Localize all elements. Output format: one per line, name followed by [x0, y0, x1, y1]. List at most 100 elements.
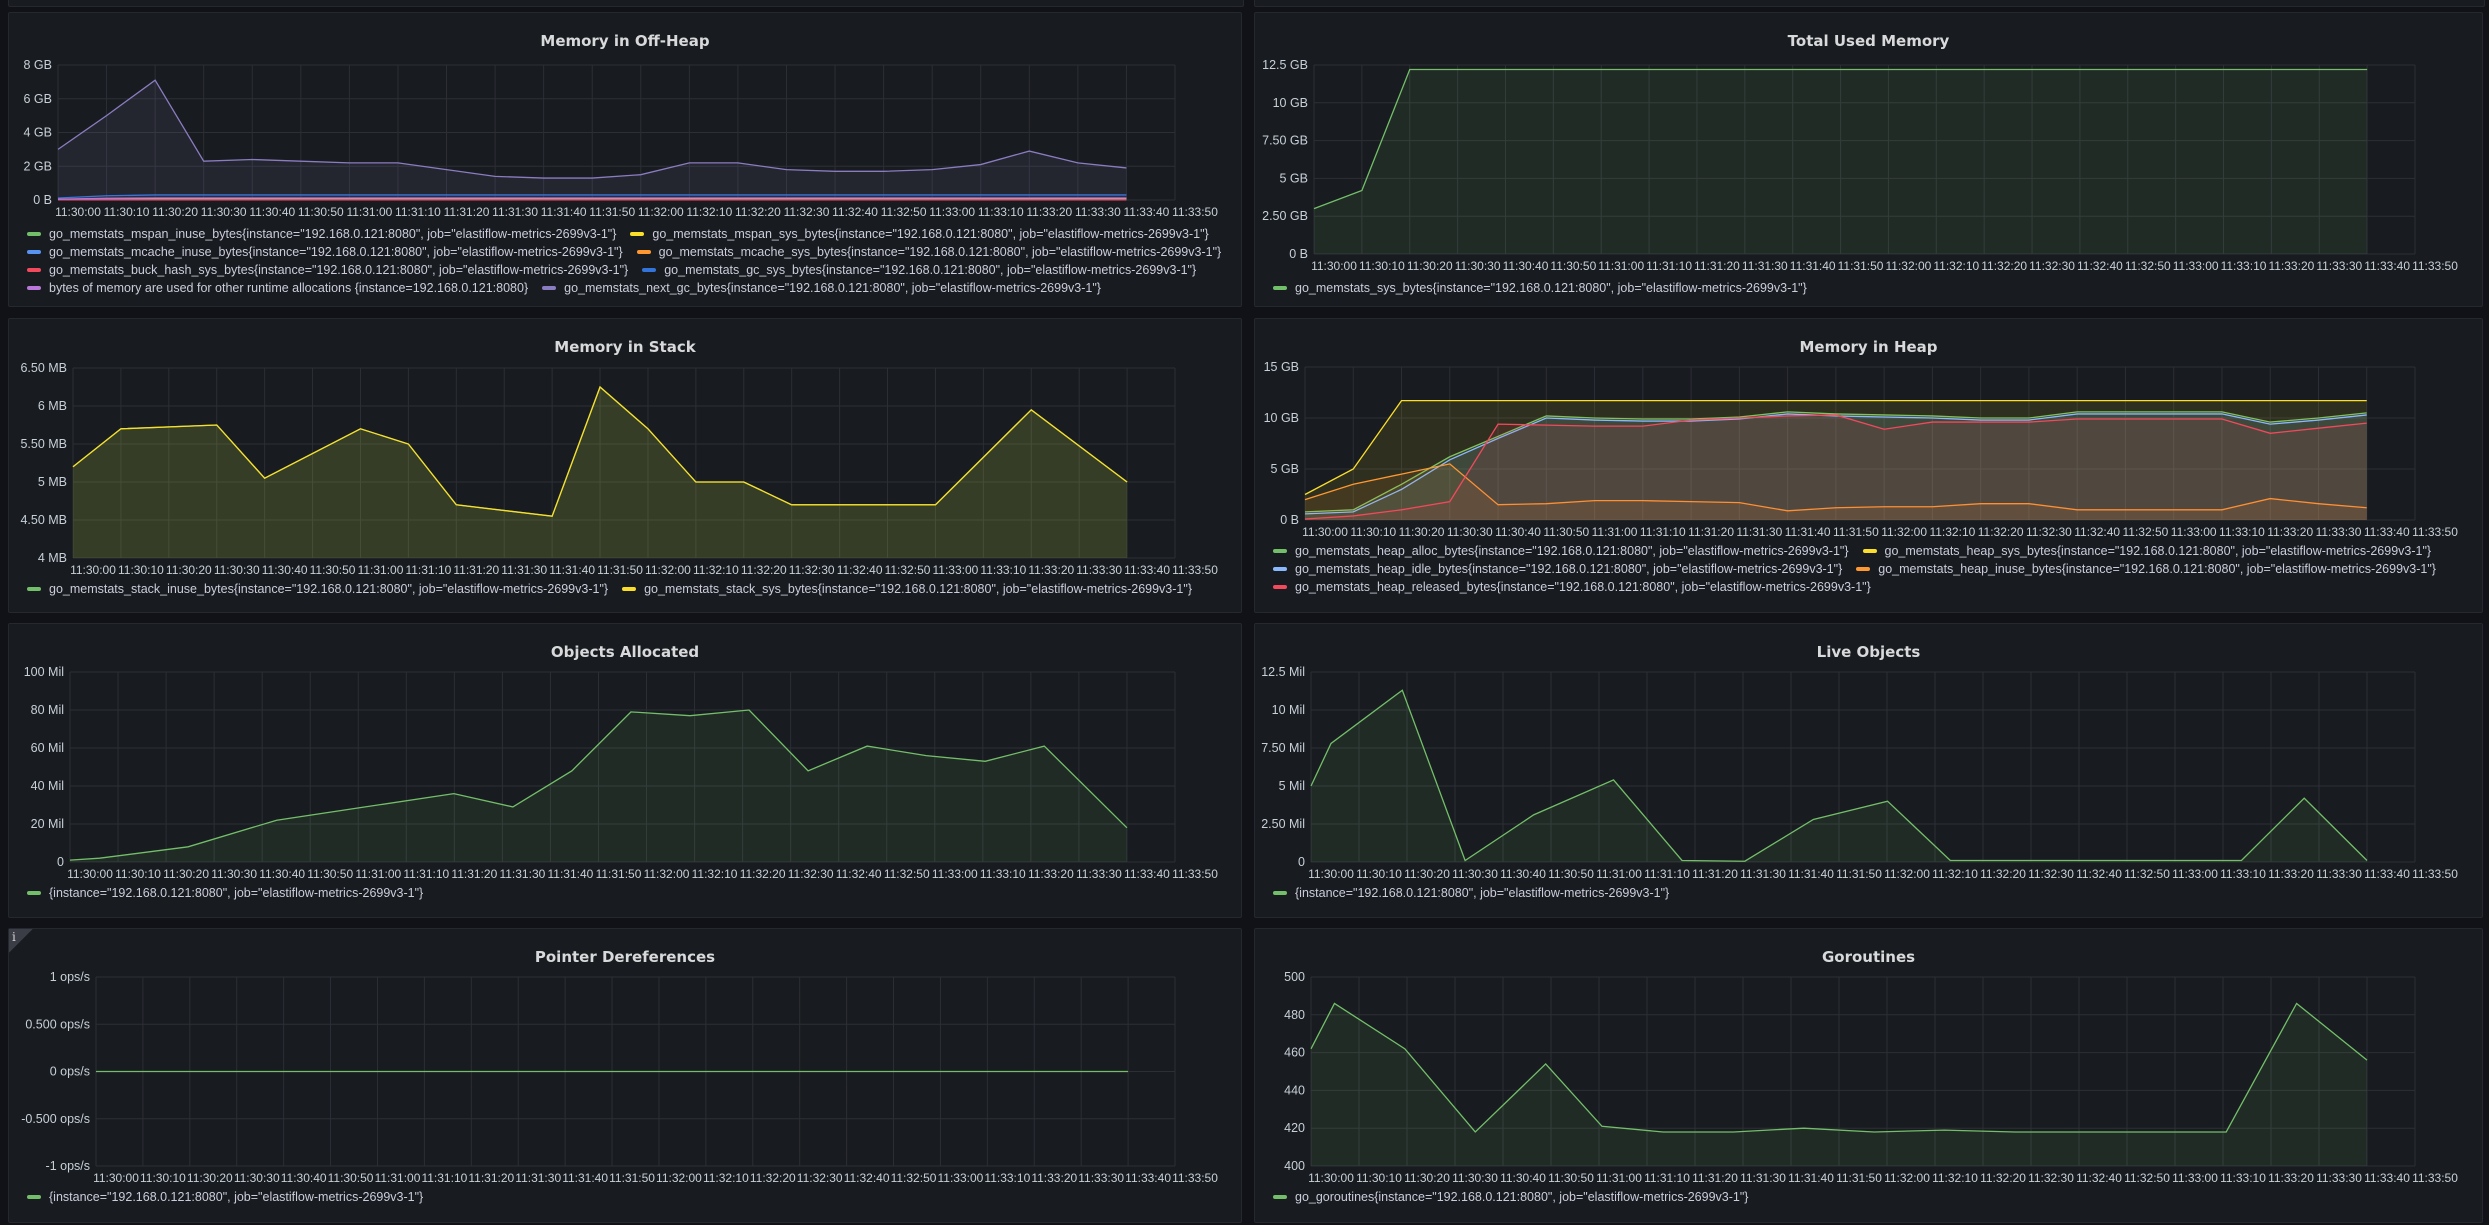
legend-item[interactable]: go_memstats_mspan_inuse_bytes{instance="… [27, 227, 616, 241]
info-icon[interactable]: i [9, 929, 33, 953]
panel-title[interactable]: Memory in Off-Heap [540, 32, 710, 50]
chart-heap[interactable]: 0 B 5 GB 10 GB 15 GB 11:30:00 11:30:10 11:30:2… [1255, 319, 2484, 614]
legend-item[interactable]: go_memstats_gc_sys_bytes{instance="192.1… [642, 263, 1196, 277]
x-tick-label: 11:30:10 [118, 563, 164, 577]
x-tick-label: 11:32:10 [693, 563, 739, 577]
y-tick-label: 7.50 Mil [1261, 741, 1305, 755]
legend-row: go_memstats_heap_alloc_bytes{instance="1… [1273, 542, 2474, 560]
x-tick-label: 11:30:10 [104, 205, 150, 219]
panel-title[interactable]: Total Used Memory [1787, 32, 1950, 50]
y-tick-label: 4 MB [38, 551, 67, 565]
chart-totalused[interactable]: 0 B 2.50 GB 5 GB 7.50 GB 10 GB 12.5 GB 11:30:0… [1255, 13, 2484, 308]
x-tick-label: 11:33:10 [984, 1171, 1030, 1185]
series-line[interactable] [1304, 411, 2367, 513]
x-tick-label: 11:31:30 [1740, 867, 1786, 881]
panel-offheap[interactable]: Memory in Off-Heap 0 B 2 GB 4 GB 6 GB 8 GB 11:… [8, 12, 1242, 307]
x-tick-label: 11:30:00 [70, 563, 116, 577]
x-tick-label: 11:32:10 [1933, 259, 1979, 273]
x-tick-label: 11:32:30 [2026, 525, 2072, 539]
x-tick-label: 11:30:40 [262, 563, 308, 577]
panel-live[interactable]: Live Objects 0 2.50 Mil 5 Mil 7.50 Mil 10 Mil… [1254, 623, 2483, 918]
chart-objects[interactable]: 0 20 Mil 40 Mil 60 Mil 80 Mil 100 Mil 11:30:00… [9, 624, 1243, 919]
x-tick-label: 11:30:50 [307, 867, 353, 881]
legend-item[interactable]: go_memstats_mcache_inuse_bytes{instance=… [27, 245, 623, 259]
x-tick-label: 11:30:30 [214, 563, 260, 577]
legend-item[interactable]: go_memstats_heap_released_bytes{instance… [1273, 580, 1871, 594]
x-tick-label: 11:30:40 [281, 1171, 327, 1185]
panel-title[interactable]: Goroutines [1821, 948, 1916, 966]
legend-item[interactable]: {instance="192.168.0.121:8080", job="ela… [1273, 886, 1669, 900]
series-line[interactable] [72, 385, 1128, 517]
legend-item[interactable]: go_memstats_heap_inuse_bytes{instance="1… [1856, 562, 2436, 576]
legend-item[interactable]: go_memstats_stack_sys_bytes{instance="19… [622, 582, 1192, 596]
y-tick-label: 10 GB [1264, 411, 1299, 425]
legend-item[interactable]: go_memstats_next_gc_bytes{instance="192.… [542, 281, 1101, 295]
legend-item[interactable]: go_memstats_heap_idle_bytes{instance="19… [1273, 562, 1842, 576]
x-tick-label: 11:32:10 [692, 867, 738, 881]
legend-item[interactable]: go_goroutines{instance="192.168.0.121:80… [1273, 1190, 1748, 1204]
legend-label: go_memstats_mspan_sys_bytes{instance="19… [652, 227, 1209, 241]
x-tick-label: 11:32:40 [836, 867, 882, 881]
series-line[interactable] [57, 79, 1127, 179]
series-line[interactable] [57, 198, 1127, 201]
legend-item[interactable]: go_memstats_mspan_sys_bytes{instance="19… [630, 227, 1209, 241]
x-tick-label: 11:32:50 [2123, 525, 2169, 539]
x-tick-label: 11:31:20 [444, 205, 490, 219]
panel-edge-left [8, 0, 1244, 7]
legend-row: bytes of memory are used for other runti… [27, 279, 1233, 297]
series-line[interactable] [57, 197, 1127, 200]
x-tick-label: 11:32:50 [885, 563, 931, 577]
series-line[interactable] [1313, 68, 2368, 210]
chart-pointer[interactable]: -1 ops/s -0.500 ops/s 0 ops/s 0.500 ops/s 1 … [9, 929, 1243, 1224]
series-line[interactable] [1310, 689, 2368, 862]
panel-pointer[interactable]: i Pointer Dereferences -1 ops/s -0.500 ops/… [8, 928, 1242, 1223]
series-line[interactable] [1310, 1002, 2368, 1133]
x-tick-label: 11:31:30 [499, 867, 545, 881]
x-tick-label: 11:33:50 [2412, 867, 2458, 881]
panel-title[interactable]: Pointer Dereferences [534, 948, 716, 966]
panel-totalused[interactable]: Total Used Memory 0 B 2.50 GB 5 GB 7.50 GB 10… [1254, 12, 2483, 307]
x-tick-label: 11:33:00 [2171, 525, 2217, 539]
series-line[interactable] [69, 709, 1128, 861]
series-line[interactable] [57, 194, 1127, 199]
x-tick-label: 11:32:50 [891, 1171, 937, 1185]
legend-item[interactable]: go_memstats_mcache_sys_bytes{instance="1… [636, 245, 1221, 259]
series-line[interactable] [1304, 413, 2367, 515]
legend-item[interactable]: go_memstats_heap_sys_bytes{instance="192… [1862, 544, 2431, 558]
x-tick-label: 11:32:40 [832, 205, 878, 219]
panel-title[interactable]: Memory in Heap [1799, 338, 1938, 356]
legend-item[interactable]: {instance="192.168.0.121:8080", job="ela… [27, 1190, 423, 1204]
series-line[interactable] [1304, 463, 2367, 512]
top-panel-edges [0, 0, 2489, 8]
series-line[interactable] [1304, 414, 2367, 520]
legend-row: {instance="192.168.0.121:8080", job="ela… [27, 884, 1233, 902]
legend-item[interactable]: go_memstats_sys_bytes{instance="192.168.… [1273, 281, 1807, 295]
legend-item[interactable]: go_memstats_stack_inuse_bytes{instance="… [27, 582, 608, 596]
panel-title[interactable]: Live Objects [1816, 643, 1921, 661]
panel-stack[interactable]: Memory in Stack 4 MB 4.50 MB 5 MB 5.50 MB 6 M… [8, 318, 1242, 613]
x-tick-label: 11:30:20 [152, 205, 198, 219]
x-tick-label: 11:31:10 [1644, 1171, 1690, 1185]
panel-title[interactable]: Objects Allocated [550, 643, 700, 661]
x-tick-label: 11:33:10 [2220, 1171, 2266, 1185]
legend-item[interactable]: bytes of memory are used for other runti… [27, 281, 528, 295]
legend-item[interactable]: go_memstats_buck_hash_sys_bytes{instance… [27, 263, 628, 277]
legend-item[interactable]: {instance="192.168.0.121:8080", job="ela… [27, 886, 423, 900]
panel-objects[interactable]: Objects Allocated 0 20 Mil 40 Mil 60 Mil 80 M… [8, 623, 1242, 918]
chart-live[interactable]: 0 2.50 Mil 5 Mil 7.50 Mil 10 Mil 12.5 Mil 11:3… [1255, 624, 2484, 919]
legend-swatch [642, 268, 657, 272]
y-tick-label: 4 GB [24, 126, 53, 140]
x-tick-label: 11:31:40 [548, 867, 594, 881]
legend-label: go_memstats_heap_alloc_bytes{instance="1… [1295, 544, 1849, 558]
chart-stack[interactable]: 4 MB 4.50 MB 5 MB 5.50 MB 6 MB 6.50 MB 11:30:0… [9, 319, 1243, 614]
series-line[interactable] [1304, 400, 2367, 496]
x-tick-label: 11:33:00 [929, 205, 975, 219]
x-tick-label: 11:33:10 [980, 563, 1026, 577]
panel-goroutines[interactable]: Goroutines 400 420 440 460 480 500 11:30:00 11:3… [1254, 928, 2483, 1223]
x-tick-label: 11:30:20 [1399, 525, 1445, 539]
panel-title[interactable]: Memory in Stack [554, 338, 696, 356]
legend-item[interactable]: go_memstats_heap_alloc_bytes{instance="1… [1273, 544, 1849, 558]
